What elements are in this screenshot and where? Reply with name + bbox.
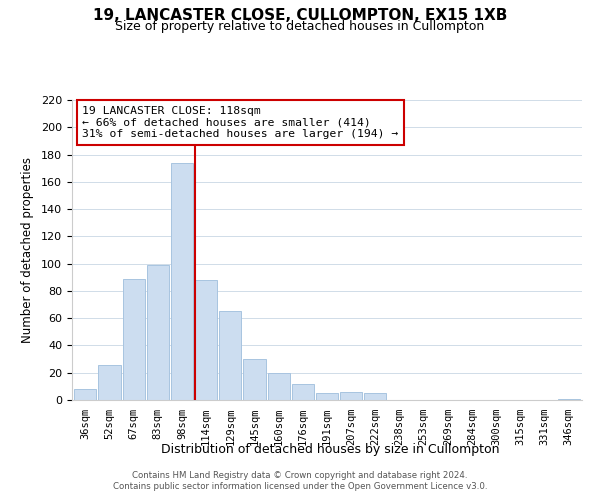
Bar <box>171 162 193 400</box>
Bar <box>244 359 266 400</box>
Bar <box>146 265 169 400</box>
Bar <box>316 393 338 400</box>
Bar <box>195 280 217 400</box>
Text: Contains public sector information licensed under the Open Government Licence v3: Contains public sector information licen… <box>113 482 487 491</box>
Text: Distribution of detached houses by size in Cullompton: Distribution of detached houses by size … <box>161 442 499 456</box>
Bar <box>98 364 121 400</box>
Bar <box>74 389 97 400</box>
Bar <box>268 372 290 400</box>
Text: Contains HM Land Registry data © Crown copyright and database right 2024.: Contains HM Land Registry data © Crown c… <box>132 471 468 480</box>
Bar <box>557 398 580 400</box>
Bar <box>122 278 145 400</box>
Text: Size of property relative to detached houses in Cullompton: Size of property relative to detached ho… <box>115 20 485 33</box>
Y-axis label: Number of detached properties: Number of detached properties <box>21 157 34 343</box>
Bar <box>219 312 241 400</box>
Text: 19, LANCASTER CLOSE, CULLOMPTON, EX15 1XB: 19, LANCASTER CLOSE, CULLOMPTON, EX15 1X… <box>93 8 507 22</box>
Bar <box>292 384 314 400</box>
Bar <box>364 393 386 400</box>
Text: 19 LANCASTER CLOSE: 118sqm
← 66% of detached houses are smaller (414)
31% of sem: 19 LANCASTER CLOSE: 118sqm ← 66% of deta… <box>82 106 398 139</box>
Bar <box>340 392 362 400</box>
